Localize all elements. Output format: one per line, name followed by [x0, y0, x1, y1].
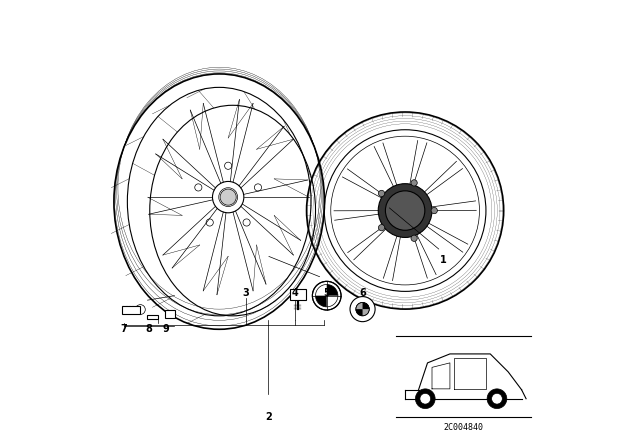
Text: 9: 9	[163, 324, 170, 334]
Wedge shape	[356, 309, 362, 316]
Text: 5: 5	[323, 289, 330, 298]
Bar	[122, 306, 140, 314]
Circle shape	[385, 191, 425, 230]
Circle shape	[415, 389, 435, 409]
Bar	[147, 315, 158, 319]
Text: 4: 4	[292, 289, 299, 298]
Wedge shape	[362, 302, 369, 309]
Circle shape	[350, 297, 375, 322]
Circle shape	[220, 189, 236, 205]
Text: 1: 1	[440, 255, 447, 265]
Text: 3: 3	[243, 289, 250, 298]
Text: 2C004840: 2C004840	[444, 423, 483, 432]
Circle shape	[312, 281, 341, 310]
Circle shape	[356, 302, 369, 316]
Text: 8: 8	[145, 324, 152, 334]
Circle shape	[378, 184, 432, 237]
Circle shape	[411, 235, 417, 241]
Bar	[289, 289, 306, 300]
Text: 7: 7	[120, 324, 127, 334]
Circle shape	[431, 207, 437, 214]
Wedge shape	[327, 284, 338, 296]
Circle shape	[492, 393, 502, 404]
Circle shape	[378, 224, 385, 231]
Circle shape	[225, 194, 231, 200]
Circle shape	[411, 180, 417, 186]
Circle shape	[378, 190, 385, 197]
Text: 6: 6	[359, 289, 366, 298]
Wedge shape	[316, 296, 327, 307]
Bar	[165, 310, 175, 318]
Text: 2: 2	[265, 412, 272, 422]
Circle shape	[420, 393, 431, 404]
Circle shape	[487, 389, 507, 409]
